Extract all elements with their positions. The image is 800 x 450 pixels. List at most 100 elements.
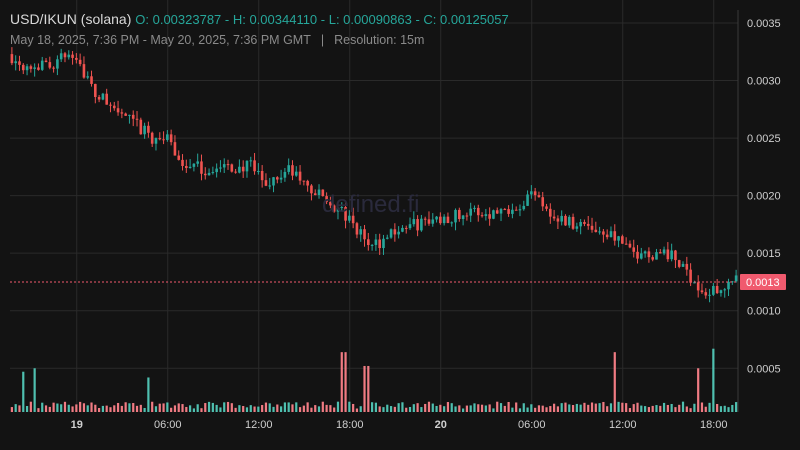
volume-bar: [295, 402, 298, 412]
candle-body: [75, 57, 78, 60]
candle-body: [329, 201, 332, 206]
volume-bar: [196, 404, 199, 412]
candle-body: [723, 289, 727, 291]
volume-bar: [465, 405, 468, 412]
candle-body: [537, 195, 541, 198]
resolution-label: Resolution: 15m: [334, 33, 425, 47]
candle-body: [658, 252, 662, 254]
candle-body: [685, 263, 689, 270]
volume-bar: [302, 405, 305, 412]
candlesticks: [10, 47, 738, 303]
volume-bar: [424, 403, 427, 412]
y-tick-label: 0.0015: [747, 248, 781, 260]
candle-body: [545, 206, 548, 209]
volume-bar: [534, 407, 537, 412]
candle-body: [52, 67, 55, 69]
candle-body: [150, 132, 154, 144]
candle-body: [310, 185, 313, 194]
candle-body: [541, 197, 545, 207]
volume-bar: [488, 404, 491, 412]
candle-body: [552, 216, 556, 219]
volume-bar: [568, 404, 571, 412]
volume-bar: [14, 404, 17, 412]
y-tick-label: 0.0035: [747, 18, 781, 30]
volume-bar: [48, 406, 51, 412]
candle-body: [450, 222, 454, 224]
candle-body: [238, 166, 241, 173]
candle-body: [241, 166, 245, 172]
volume-bar: [223, 402, 226, 412]
candle-body: [564, 215, 567, 226]
volume-bar: [689, 408, 692, 412]
candle-body: [226, 164, 230, 166]
candle-body: [731, 281, 734, 283]
volume-bar: [712, 348, 715, 412]
volume-bar: [124, 402, 127, 412]
volume-bar: [90, 402, 93, 412]
volume-bar: [386, 404, 389, 412]
volume-bar: [215, 404, 218, 412]
candle-body: [530, 191, 533, 195]
volume-bar: [181, 404, 184, 412]
candle-body: [166, 134, 169, 140]
volume-bar: [560, 403, 563, 412]
volume-bar: [170, 407, 173, 412]
candle-body: [200, 161, 203, 174]
candle-body: [579, 222, 582, 227]
volume-bar: [522, 403, 525, 412]
volume-bar: [553, 403, 556, 412]
volume-bar: [238, 405, 241, 412]
volume-bar: [518, 408, 522, 412]
volume-bar: [727, 407, 730, 412]
candle-body: [378, 239, 381, 249]
volume-bar: [143, 408, 146, 412]
candle-body: [484, 214, 488, 217]
candle-body: [162, 139, 165, 141]
volume-bar: [458, 405, 461, 412]
volume-bar: [374, 402, 377, 412]
volume-bar: [325, 404, 328, 412]
candle-body: [279, 177, 283, 180]
volume-bar: [484, 405, 487, 412]
candle-body: [423, 218, 427, 220]
candle-body: [71, 54, 74, 58]
candle-body: [351, 215, 355, 224]
candle-body: [495, 210, 499, 214]
volume-bar: [314, 405, 317, 412]
volume-bar: [280, 406, 283, 412]
volume-bar: [583, 402, 586, 412]
volume-bar: [287, 402, 290, 412]
volume-bar: [632, 404, 635, 412]
x-tick-label: 06:00: [518, 419, 546, 431]
volume-bar: [177, 403, 180, 412]
volume-bar: [636, 402, 639, 412]
candle-body: [507, 209, 510, 214]
candle-body: [260, 170, 264, 181]
volume-bar: [336, 401, 340, 412]
candle-body: [264, 180, 268, 186]
candle-body: [476, 207, 480, 216]
watermark: defined.fi: [322, 191, 420, 218]
candle-body: [382, 238, 385, 249]
volume-bar: [10, 407, 13, 412]
volume-bar: [515, 402, 518, 412]
candle-body: [128, 114, 131, 116]
volume-bar: [401, 402, 404, 412]
candle-body: [499, 209, 503, 214]
candle-body: [253, 160, 256, 172]
candle-body: [21, 64, 25, 71]
candle-body: [526, 194, 529, 206]
volume-bar: [151, 401, 154, 412]
candle-body: [385, 237, 389, 239]
candle-body: [44, 60, 48, 63]
volume-bar: [545, 407, 548, 412]
volume-bar: [469, 405, 472, 412]
volume-bar: [363, 365, 366, 412]
candle-body: [605, 234, 609, 238]
volume-bar: [98, 408, 101, 412]
candle-body: [628, 243, 632, 248]
volume-bar: [109, 407, 112, 412]
candle-body: [29, 66, 33, 69]
volume-bar: [344, 352, 347, 412]
